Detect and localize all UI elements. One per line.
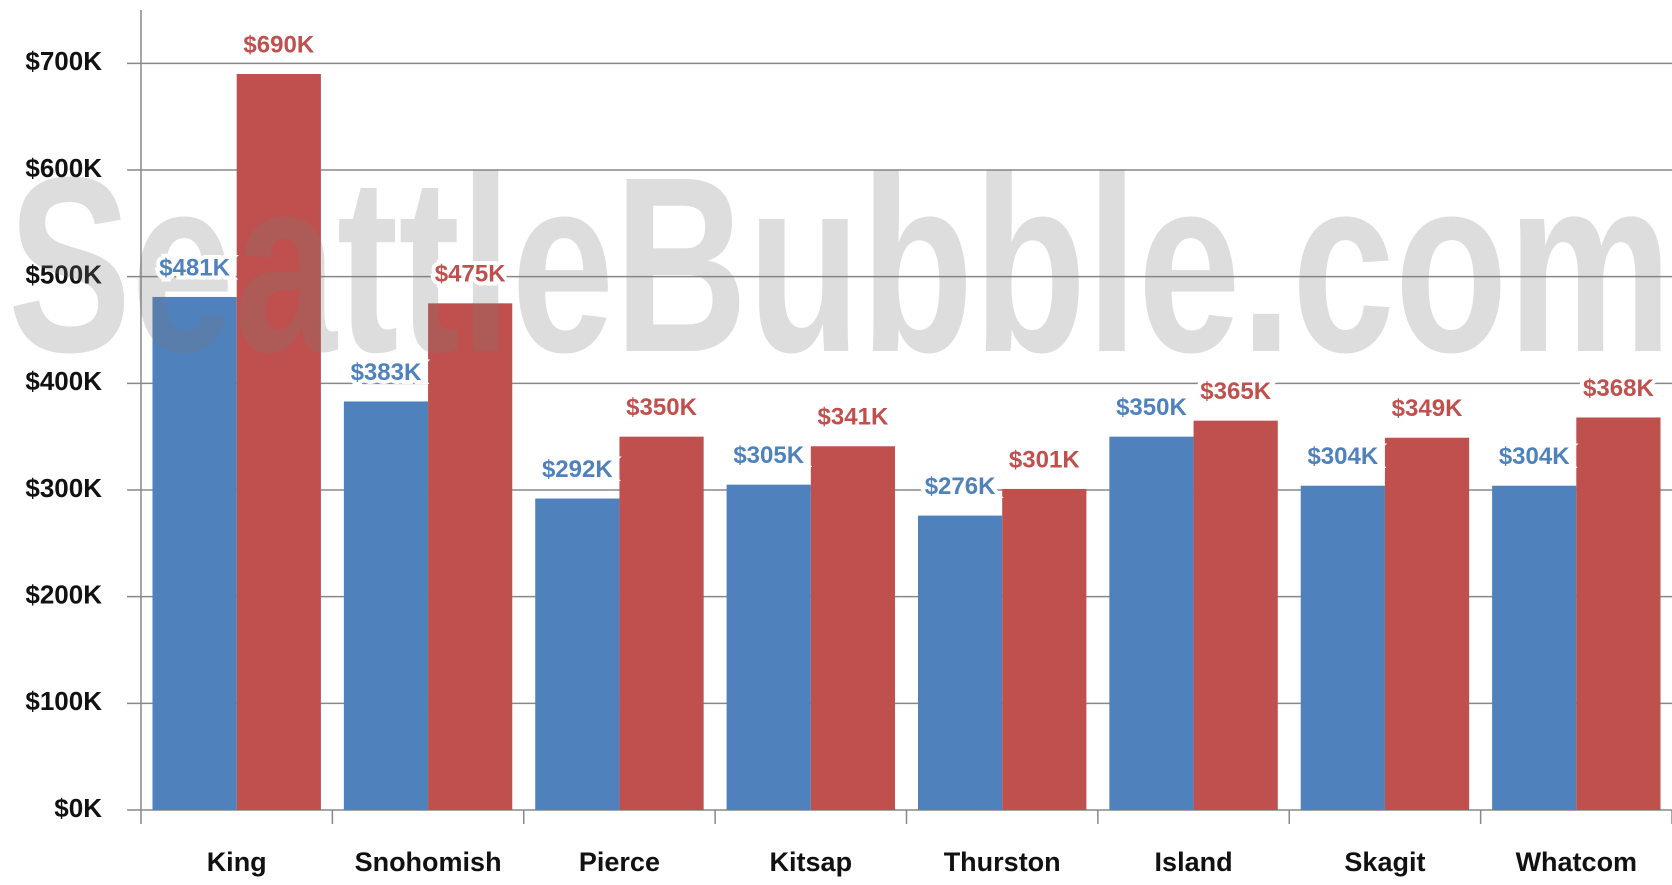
- value-label: $305K: [733, 442, 804, 469]
- bar: [1384, 437, 1470, 810]
- bar: [1002, 488, 1087, 810]
- value-label: $349K: [1392, 395, 1463, 422]
- y-tick-label: $300K: [25, 473, 102, 503]
- bar: [535, 498, 620, 810]
- value-label: $350K: [1116, 394, 1187, 421]
- value-label: $292K: [542, 456, 613, 483]
- value-label: $481K: [159, 254, 230, 281]
- bar: [428, 303, 513, 810]
- value-label: $383K: [351, 359, 422, 386]
- bar: [810, 446, 896, 810]
- bar: [1109, 436, 1194, 810]
- bar: [1576, 417, 1661, 810]
- value-label: $304K: [1307, 443, 1378, 470]
- x-tick-label: Kitsap: [770, 847, 853, 877]
- value-label: $350K: [626, 394, 697, 421]
- value-label: $304K: [1499, 443, 1570, 470]
- watermark: SeattleBubble.com: [8, 125, 1672, 404]
- bar: [1492, 485, 1577, 810]
- value-label: $690K: [243, 31, 314, 58]
- value-label: $365K: [1200, 378, 1271, 405]
- value-label: $368K: [1583, 375, 1654, 402]
- bar: [343, 401, 429, 810]
- x-tick-label: King: [207, 847, 267, 877]
- x-tick-label: Skagit: [1344, 847, 1425, 877]
- value-label: $301K: [1009, 446, 1080, 473]
- value-label: $341K: [818, 404, 889, 431]
- y-tick-label: $500K: [25, 260, 102, 290]
- bar: [152, 296, 237, 810]
- y-tick-label: $600K: [25, 153, 102, 183]
- y-tick-label: $100K: [25, 686, 102, 716]
- bar: [1193, 420, 1278, 810]
- x-tick-label: Snohomish: [355, 847, 502, 877]
- value-label: $276K: [925, 473, 996, 500]
- bar: [917, 515, 1003, 810]
- bar: [619, 436, 704, 810]
- bar: [1300, 485, 1385, 810]
- y-tick-label: $200K: [25, 580, 102, 610]
- x-tick-label: Island: [1155, 847, 1233, 877]
- x-tick-label: Thurston: [944, 847, 1061, 877]
- x-tick-label: Whatcom: [1516, 847, 1638, 877]
- y-tick-label: $700K: [25, 46, 102, 76]
- bar: [236, 74, 321, 810]
- value-label: $475K: [435, 261, 506, 288]
- x-tick-label: Pierce: [579, 847, 660, 877]
- bar: [726, 484, 811, 810]
- y-tick-label: $0K: [54, 793, 102, 823]
- y-tick-label: $400K: [25, 366, 102, 396]
